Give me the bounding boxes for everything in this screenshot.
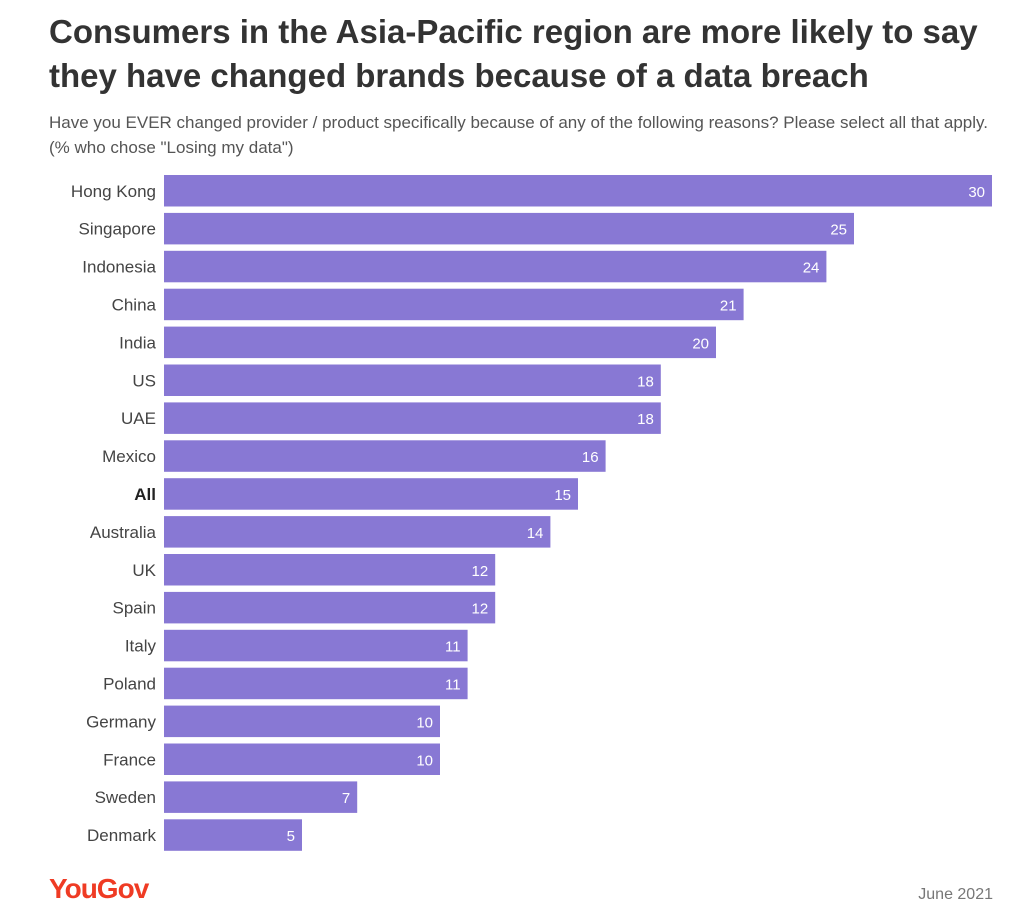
value-label-india: 20: [692, 335, 709, 352]
value-label-poland: 11: [445, 676, 461, 693]
category-label-italy: Italy: [125, 637, 157, 656]
bar-uae: [164, 402, 661, 434]
value-label-france: 10: [416, 752, 433, 769]
value-label-italy: 11: [445, 639, 461, 656]
bar-us: [164, 364, 661, 396]
value-label-spain: 12: [472, 601, 489, 618]
value-label-sweden: 7: [342, 790, 350, 807]
value-label-hong-kong: 30: [968, 184, 985, 201]
value-label-singapore: 25: [830, 222, 847, 239]
value-label-uk: 12: [472, 563, 489, 580]
category-label-france: France: [103, 750, 156, 769]
chart-subtitle: Have you EVER changed provider / product…: [49, 113, 989, 157]
bar-uk: [164, 554, 496, 586]
category-label-germany: Germany: [86, 712, 156, 731]
value-label-denmark: 5: [287, 828, 295, 845]
category-label-singapore: Singapore: [78, 220, 156, 239]
bar-singapore: [164, 212, 854, 245]
bar-mexico: [164, 440, 606, 472]
category-label-us: US: [132, 371, 156, 390]
category-label-uae: UAE: [121, 409, 156, 428]
value-label-australia: 14: [527, 525, 544, 542]
bar-italy: [164, 629, 468, 662]
category-label-denmark: Denmark: [87, 826, 156, 845]
value-label-mexico: 16: [582, 449, 599, 466]
category-label-australia: Australia: [90, 523, 157, 542]
bar-india: [164, 326, 716, 359]
bar-china: [164, 288, 744, 321]
category-label-mexico: Mexico: [102, 447, 156, 466]
yougov-logo: YouGov: [49, 873, 149, 904]
bar-germany: [164, 705, 440, 738]
bar-indonesia: [164, 250, 827, 283]
category-label-poland: Poland: [103, 674, 156, 693]
category-label-sweden: Sweden: [95, 788, 156, 807]
publication-date: June 2021: [918, 886, 993, 903]
bar-poland: [164, 667, 468, 700]
bar-france: [164, 743, 440, 775]
chart-title: Consumers in the Asia-Pacific region are…: [49, 13, 978, 94]
bar-spain: [164, 591, 496, 624]
category-label-hong-kong: Hong Kong: [71, 182, 156, 201]
bar-all: [164, 478, 578, 510]
bar-australia: [164, 516, 551, 548]
bar-hong-kong: [164, 175, 992, 207]
category-label-uk: UK: [132, 561, 156, 580]
value-label-germany: 10: [416, 714, 433, 731]
category-label-indonesia: Indonesia: [82, 258, 156, 277]
value-label-uae: 18: [637, 411, 654, 428]
value-label-china: 21: [720, 297, 737, 314]
bar-sweden: [164, 781, 358, 813]
category-label-china: China: [112, 295, 157, 314]
value-label-indonesia: 24: [803, 260, 820, 277]
value-label-us: 18: [637, 373, 654, 390]
category-label-spain: Spain: [113, 599, 156, 618]
category-label-india: India: [119, 333, 156, 352]
value-label-all: 15: [554, 487, 571, 504]
bar-denmark: [164, 819, 302, 851]
category-label-all: All: [134, 485, 156, 504]
